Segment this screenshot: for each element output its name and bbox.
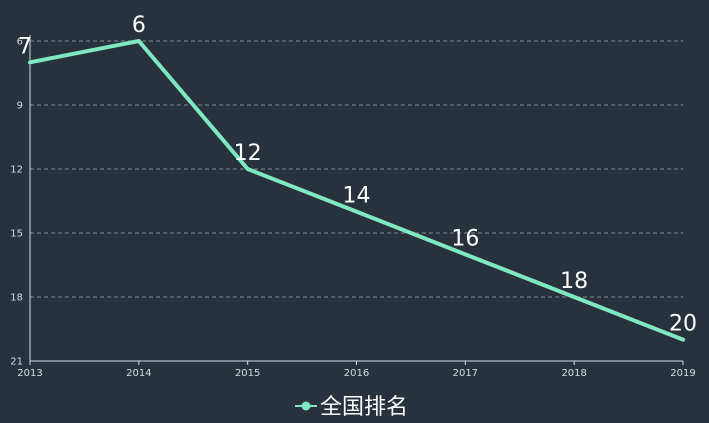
data-label: 6 xyxy=(132,13,146,38)
data-label: 7 xyxy=(18,34,32,59)
y-tick-label: 15 xyxy=(10,229,23,240)
x-tick-label: 2015 xyxy=(235,368,260,379)
y-tick-label: 12 xyxy=(10,165,23,176)
y-tick-label: 9 xyxy=(17,101,23,112)
legend-dot-icon xyxy=(301,401,311,411)
legend-series-label: 全国排名 xyxy=(320,395,408,420)
x-tick-label: 2016 xyxy=(344,368,369,379)
x-tick-label: 2014 xyxy=(126,368,151,379)
data-label: 20 xyxy=(669,312,697,337)
x-tick-label: 2019 xyxy=(670,368,695,379)
y-tick-label: 18 xyxy=(10,293,23,304)
series-layer xyxy=(28,39,685,342)
grid-lines xyxy=(30,40,683,298)
series-line xyxy=(28,39,685,342)
legend[interactable]: 全国排名 xyxy=(295,395,408,420)
data-label: 16 xyxy=(451,226,479,251)
data-label: 12 xyxy=(234,141,262,166)
data-label: 14 xyxy=(343,184,371,209)
x-tick-label: 2018 xyxy=(561,368,586,379)
y-tick-label: 21 xyxy=(10,357,23,368)
x-tick-label: 2013 xyxy=(17,368,42,379)
y-tick-label: 6 xyxy=(17,37,23,48)
x-tick-label: 2017 xyxy=(453,368,478,379)
data-label: 18 xyxy=(560,269,588,294)
